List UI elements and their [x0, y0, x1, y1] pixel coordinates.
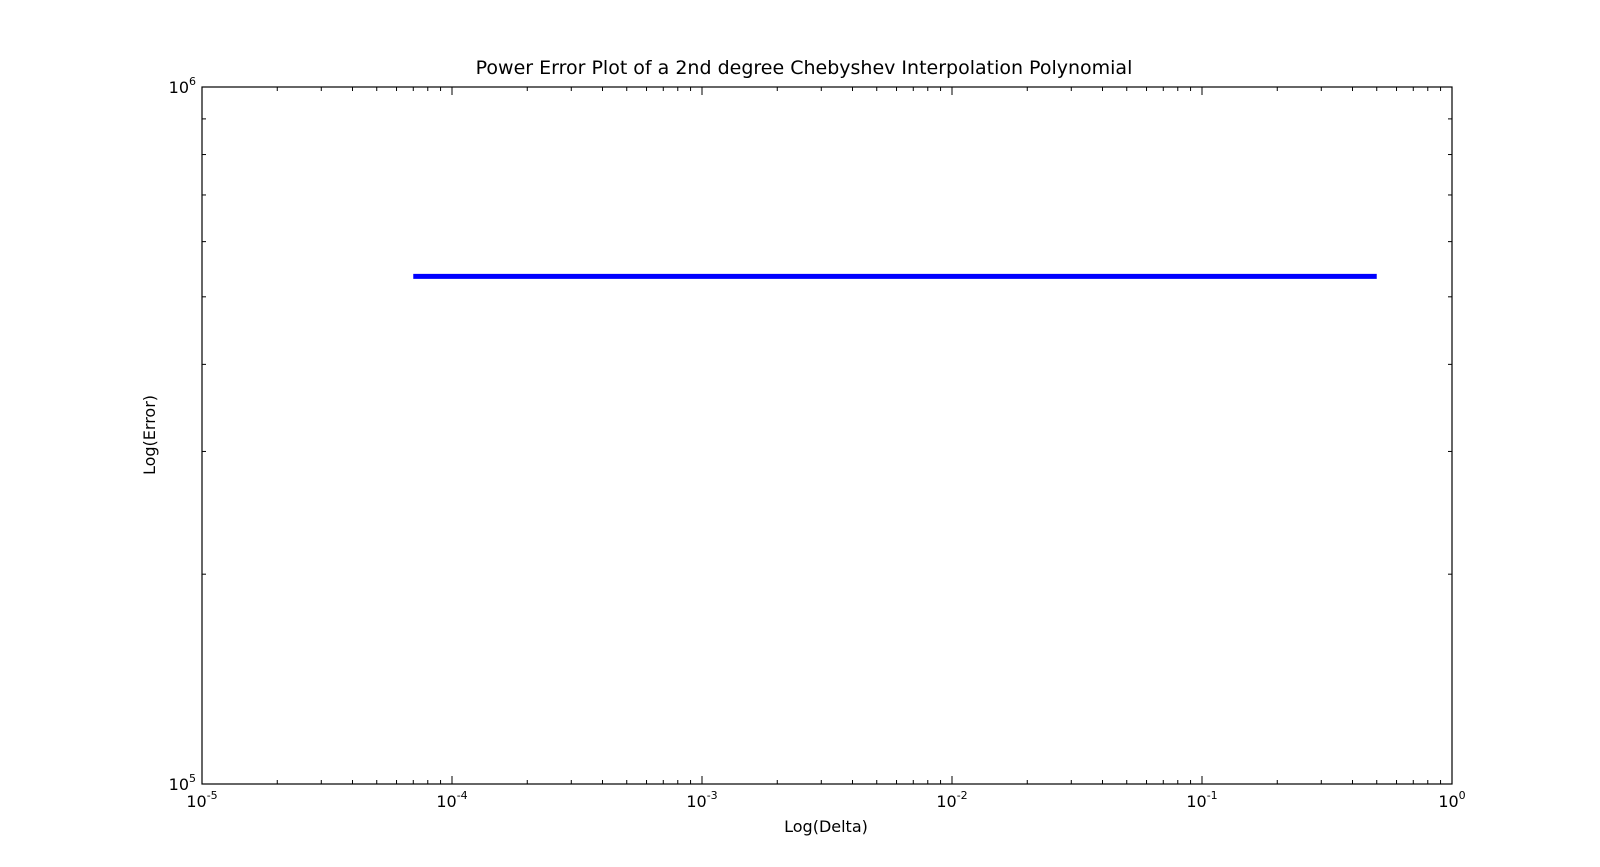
plot-area	[201, 86, 1453, 785]
chart-title: Power Error Plot of a 2nd degree Chebysh…	[476, 57, 1133, 79]
x-tick-labels: 10-5 10-4 10-3 10-2 10-1 100	[186, 789, 1465, 811]
x-tick-label: 10-3	[686, 789, 717, 811]
x-tick-label: 10-1	[1186, 789, 1217, 811]
x-tick-label: 10-4	[436, 789, 467, 811]
y-axis-label: Log(Error)	[140, 395, 159, 475]
minor-ticks	[202, 87, 1452, 784]
y-tick-label: 106	[169, 75, 196, 97]
x-tick-label: 100	[1438, 789, 1465, 811]
y-tick-label: 105	[169, 772, 196, 794]
x-tick-label: 10-5	[186, 789, 217, 811]
y-tick-labels: 105 106	[169, 75, 196, 794]
x-tick-label: 10-2	[936, 789, 967, 811]
x-axis-label: Log(Delta)	[784, 817, 868, 836]
major-ticks	[201, 86, 1453, 785]
